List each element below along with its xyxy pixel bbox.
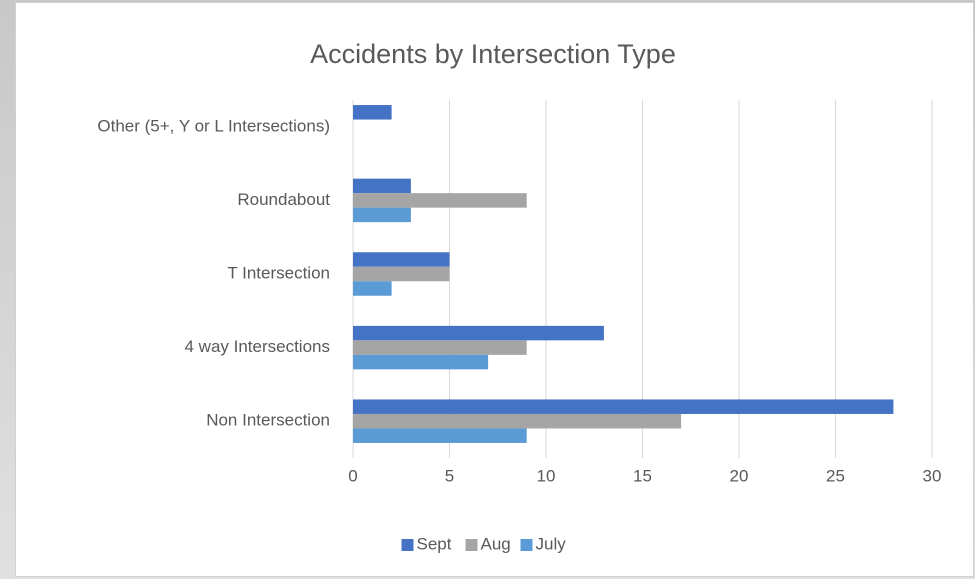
x-tick-label: 15 xyxy=(633,466,652,485)
bar xyxy=(353,340,527,355)
legend-swatch xyxy=(465,539,478,551)
x-tick-label: 20 xyxy=(730,466,749,485)
bar xyxy=(353,281,392,296)
y-tick-label: T Intersection xyxy=(227,263,330,282)
y-tick-label: 4 way Intersections xyxy=(184,337,330,356)
chart-area xyxy=(15,2,974,577)
x-tick-label: 30 xyxy=(923,466,942,485)
bar xyxy=(353,413,682,429)
legend-label: Sept xyxy=(417,534,452,553)
bar xyxy=(353,325,604,341)
x-tick-label: 0 xyxy=(348,466,357,485)
bar xyxy=(353,178,411,194)
y-tick-label: Other (5+, Y or L Intersections) xyxy=(97,116,330,135)
bar xyxy=(353,428,527,443)
bar xyxy=(353,207,411,223)
bar xyxy=(353,354,489,370)
bar xyxy=(353,399,894,414)
y-tick-label: Roundabout xyxy=(237,190,330,209)
legend-label: Aug xyxy=(481,534,511,553)
bar xyxy=(353,105,392,120)
bar xyxy=(353,252,450,267)
x-tick-label: 10 xyxy=(537,466,556,485)
chart-title: Accidents by Intersection Type xyxy=(310,39,676,69)
y-tick-label: Non Intersection xyxy=(206,411,330,430)
x-tick-label: 5 xyxy=(445,466,454,485)
legend-label: July xyxy=(536,534,567,553)
legend-swatch xyxy=(520,539,533,551)
x-tick-label: 25 xyxy=(826,466,845,485)
bar xyxy=(353,266,450,282)
bar xyxy=(353,193,527,208)
legend-swatch xyxy=(401,539,414,551)
